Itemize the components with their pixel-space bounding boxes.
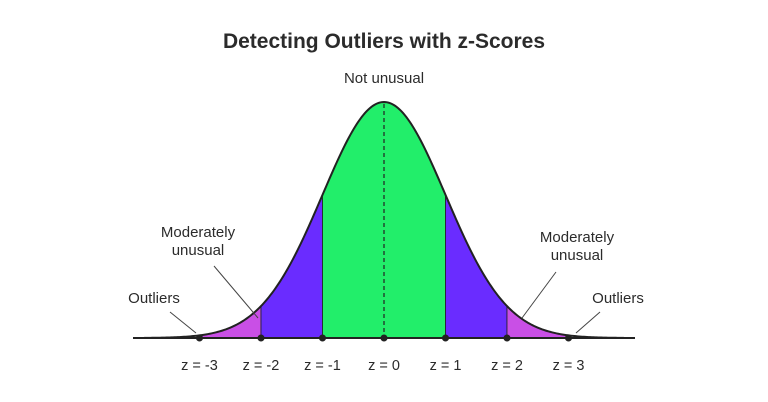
label-moderately-unusual-right: Moderately bbox=[540, 229, 615, 246]
z-axis-ticks: z = -3 z = -2 z = -1 z = 0 z = 1 z = 2 z = 3 bbox=[181, 334, 585, 374]
diagram-title: Detecting Outliers with z-Scores bbox=[223, 30, 545, 53]
tick-label-z1: z = 1 bbox=[430, 358, 462, 374]
tick-dot-z3 bbox=[565, 334, 572, 342]
tick-dot-z1 bbox=[442, 334, 449, 342]
normal-curve-outline bbox=[144, 100, 624, 339]
tick-label-z0: z = 0 bbox=[368, 358, 400, 374]
tick-label-z3: z = 3 bbox=[553, 358, 585, 374]
tick-dot-z-1 bbox=[319, 334, 326, 342]
label-outliers-right: Outliers bbox=[592, 290, 644, 307]
pointer-outliers-left bbox=[169, 311, 197, 334]
tick-label-z-1: z = -1 bbox=[304, 358, 341, 374]
label-moderately-unusual-right-line2: unusual bbox=[551, 247, 604, 264]
tick-label-z-2: z = -2 bbox=[243, 358, 280, 374]
tick-dot-z0 bbox=[380, 334, 388, 342]
tick-label-z2: z = 2 bbox=[491, 358, 523, 374]
label-not-unusual: Not unusual bbox=[344, 70, 424, 87]
pointer-outliers-right bbox=[575, 311, 601, 334]
tick-dot-z-2 bbox=[257, 334, 265, 342]
pointer-moderately-unusual-right bbox=[521, 271, 557, 319]
pointer-moderately-unusual-left bbox=[213, 265, 259, 319]
label-moderately-unusual-left-line2: unusual bbox=[172, 242, 225, 259]
tick-dot-z2 bbox=[503, 334, 511, 342]
label-outliers-left: Outliers bbox=[128, 290, 180, 307]
label-moderately-unusual-left: Moderately bbox=[161, 224, 236, 241]
tick-label-z-3: z = -3 bbox=[181, 358, 218, 374]
tick-dot-z-3 bbox=[196, 334, 203, 342]
